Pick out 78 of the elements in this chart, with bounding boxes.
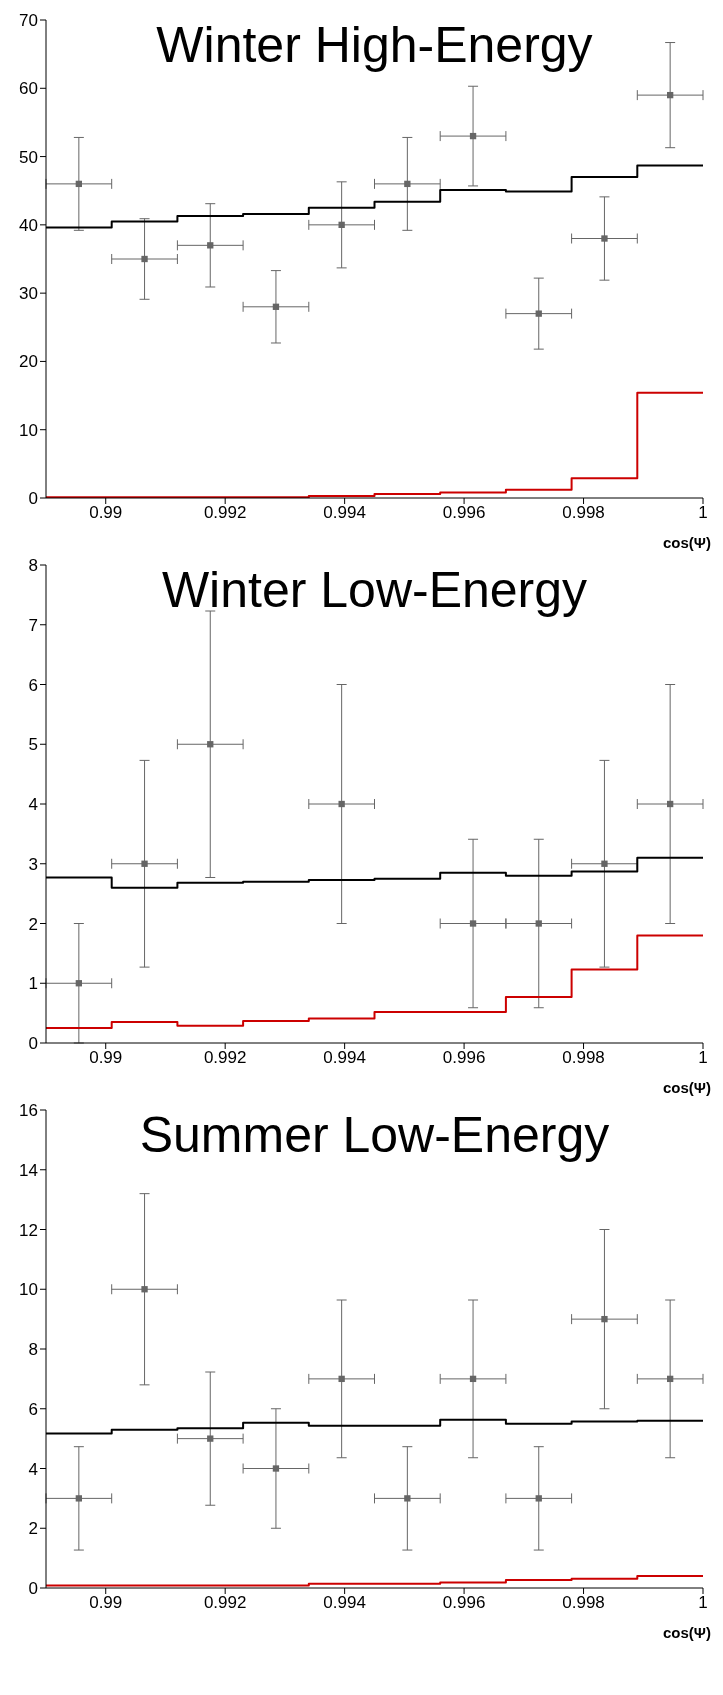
y-tick-label: 2 — [28, 914, 38, 934]
y-tick-label: 1 — [28, 974, 38, 994]
y-tick-label: 2 — [28, 1519, 38, 1539]
y-tick-label: 30 — [19, 284, 38, 304]
x-tick-label: 0.996 — [442, 1593, 486, 1613]
x-tick-label: 0.99 — [89, 1593, 123, 1613]
point — [666, 800, 674, 808]
y-tick-label: 0 — [28, 1034, 38, 1054]
point — [75, 1495, 83, 1502]
point — [207, 741, 214, 748]
x-tick-label: 0.992 — [203, 1048, 247, 1068]
x-tick-label: 0.998 — [562, 1048, 605, 1068]
x-tick-label: 0.99 — [89, 1048, 123, 1068]
y-tick-label: 16 — [19, 1101, 38, 1121]
point — [207, 242, 214, 249]
point — [601, 235, 608, 242]
point — [141, 1286, 148, 1293]
x-tick-label: 1 — [698, 503, 708, 523]
point — [601, 1315, 608, 1323]
x-tick-label: 0.998 — [562, 503, 605, 523]
point — [666, 1375, 674, 1383]
x-tick-label: 0.992 — [203, 1593, 247, 1613]
point — [75, 180, 83, 188]
y-tick-label: 8 — [28, 1340, 38, 1360]
x-axis-title: cos(Ψ) — [663, 1079, 711, 1096]
y-tick-label: 4 — [28, 795, 38, 815]
y-tick-label: 10 — [19, 1280, 38, 1300]
point — [535, 920, 542, 927]
point — [338, 221, 345, 229]
x-tick-label: 0.996 — [442, 1048, 486, 1068]
point — [338, 1375, 345, 1383]
point — [469, 1375, 477, 1383]
y-tick-label: 70 — [19, 11, 38, 31]
y-tick-label: 0 — [28, 1579, 38, 1599]
chart-title: Summer Low-Energy — [138, 1106, 611, 1164]
y-tick-label: 20 — [19, 352, 38, 372]
point — [404, 180, 411, 188]
x-tick-label: 0.998 — [562, 1593, 605, 1613]
point — [338, 800, 345, 808]
point — [141, 255, 148, 263]
y-tick-label: 4 — [28, 1459, 38, 1479]
x-tick-label: 0.994 — [323, 1048, 366, 1068]
x-tick-label: 1 — [698, 1593, 708, 1613]
x-tick-label: 1 — [698, 1048, 708, 1068]
point — [666, 91, 674, 99]
y-tick-label: 0 — [28, 489, 38, 509]
x-tick-label: 0.996 — [442, 503, 486, 523]
point — [469, 920, 477, 927]
chart-title: Winter Low-Energy — [160, 561, 589, 619]
x-axis-title: cos(Ψ) — [663, 1624, 711, 1641]
y-tick-label: 12 — [19, 1220, 38, 1240]
y-tick-label: 14 — [19, 1160, 38, 1180]
y-tick-label: 10 — [19, 420, 38, 440]
x-tick-label: 0.994 — [323, 503, 366, 523]
point — [272, 1465, 280, 1472]
x-axis-title: cos(Ψ) — [663, 534, 711, 551]
point — [141, 860, 148, 867]
chart-title: Winter High-Energy — [155, 16, 594, 74]
y-tick-label: 40 — [19, 215, 38, 235]
x-tick-label: 0.992 — [203, 503, 247, 523]
y-tick-label: 3 — [28, 854, 38, 874]
x-tick-label: 0.994 — [323, 1593, 366, 1613]
y-tick-label: 6 — [28, 1399, 38, 1419]
point — [535, 1495, 542, 1502]
y-tick-label: 50 — [19, 147, 38, 167]
point — [207, 1435, 214, 1442]
x-tick-label: 0.99 — [89, 503, 123, 523]
point — [75, 980, 83, 987]
y-tick-label: 7 — [28, 615, 38, 635]
y-tick-label: 5 — [28, 735, 38, 755]
point — [601, 860, 608, 867]
y-tick-label: 6 — [28, 675, 38, 695]
point — [535, 310, 542, 317]
y-tick-label: 60 — [19, 79, 38, 99]
point — [404, 1495, 411, 1502]
point — [272, 303, 280, 310]
y-tick-label: 8 — [28, 556, 38, 576]
point — [469, 132, 477, 140]
